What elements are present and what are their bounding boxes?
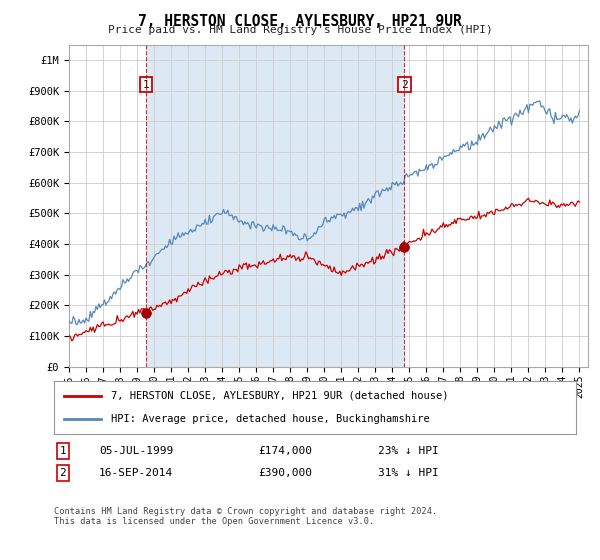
Text: 7, HERSTON CLOSE, AYLESBURY, HP21 9UR (detached house): 7, HERSTON CLOSE, AYLESBURY, HP21 9UR (d… — [112, 391, 449, 401]
Text: 7, HERSTON CLOSE, AYLESBURY, HP21 9UR: 7, HERSTON CLOSE, AYLESBURY, HP21 9UR — [138, 14, 462, 29]
Text: 31% ↓ HPI: 31% ↓ HPI — [378, 468, 439, 478]
Text: HPI: Average price, detached house, Buckinghamshire: HPI: Average price, detached house, Buck… — [112, 414, 430, 424]
Text: 05-JUL-1999: 05-JUL-1999 — [99, 446, 173, 456]
Text: 2: 2 — [401, 80, 408, 90]
Text: 1: 1 — [59, 446, 67, 456]
Bar — [146, 45, 404, 367]
Text: 23% ↓ HPI: 23% ↓ HPI — [378, 446, 439, 456]
Text: Price paid vs. HM Land Registry's House Price Index (HPI): Price paid vs. HM Land Registry's House … — [107, 25, 493, 35]
Text: 1: 1 — [143, 80, 149, 90]
Text: £174,000: £174,000 — [258, 446, 312, 456]
Text: 16-SEP-2014: 16-SEP-2014 — [99, 468, 173, 478]
Text: Contains HM Land Registry data © Crown copyright and database right 2024.
This d: Contains HM Land Registry data © Crown c… — [54, 507, 437, 526]
Text: £390,000: £390,000 — [258, 468, 312, 478]
Text: 2: 2 — [59, 468, 67, 478]
